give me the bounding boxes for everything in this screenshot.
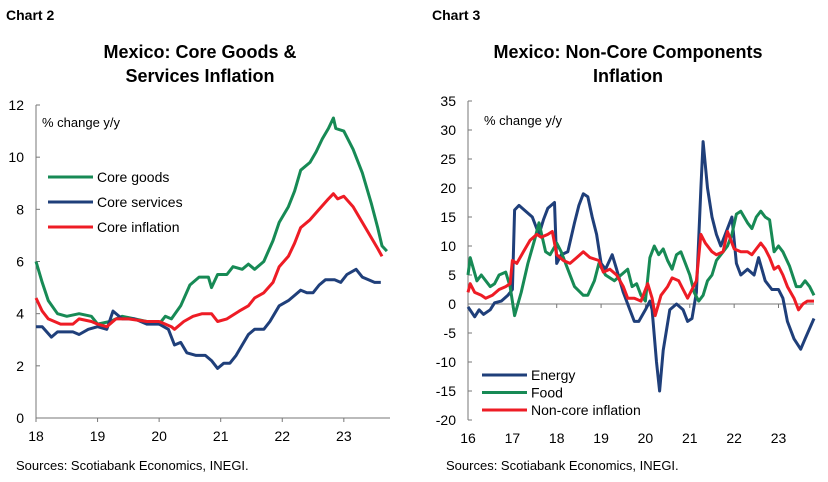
x-tick-label: 18 bbox=[549, 430, 565, 446]
y-tick-label: -5 bbox=[444, 325, 457, 341]
legend-label: Core inflation bbox=[97, 219, 180, 235]
x-tick-label: 20 bbox=[151, 428, 167, 444]
y-tick-label: 0 bbox=[16, 410, 24, 426]
source-note: Sources: Scotiabank Economics, INEGI. bbox=[446, 458, 679, 473]
x-tick-label: 22 bbox=[726, 430, 742, 446]
y-tick-label: 30 bbox=[440, 122, 456, 138]
unit-label: % change y/y bbox=[484, 113, 563, 128]
chart-title: Mexico: Core Goods & bbox=[103, 42, 296, 62]
y-tick-label: -10 bbox=[436, 354, 456, 370]
x-tick-label: 22 bbox=[274, 428, 290, 444]
chart-3: Chart 3 Mexico: Non-Core Components Inflat… bbox=[432, 7, 816, 473]
source-note: Sources: Scotiabank Economics, INEGI. bbox=[16, 458, 249, 473]
y-tick-label: 5 bbox=[448, 267, 456, 283]
x-tick-label: 20 bbox=[638, 430, 654, 446]
series-line-non-core-inflation bbox=[466, 230, 814, 318]
chart-title: Mexico: Non-Core Components bbox=[493, 42, 762, 62]
y-tick-label: 12 bbox=[8, 97, 24, 113]
series-line-food bbox=[466, 209, 816, 318]
y-tick-label: 6 bbox=[16, 254, 24, 270]
x-tick-label: 23 bbox=[771, 430, 787, 446]
x-tick-label: 17 bbox=[505, 430, 521, 446]
x-tick-label: 21 bbox=[213, 428, 229, 444]
x-tick-label: 21 bbox=[682, 430, 698, 446]
chart-2: Chart 2 Mexico: Core Goods & Services Infl… bbox=[6, 7, 390, 473]
series-line-core-services bbox=[36, 267, 381, 370]
x-tick-label: 23 bbox=[336, 428, 352, 444]
y-tick-label: 35 bbox=[440, 93, 456, 109]
chart-label: Chart 2 bbox=[6, 7, 54, 23]
legend-label: Non-core inflation bbox=[531, 402, 641, 418]
y-tick-label: 20 bbox=[440, 180, 456, 196]
series-line-core-inflation bbox=[34, 192, 384, 331]
legend-label: Energy bbox=[531, 367, 575, 383]
series-line-energy bbox=[466, 140, 816, 393]
y-tick-label: -20 bbox=[436, 412, 456, 428]
legend-label: Core goods bbox=[97, 169, 169, 185]
legend-label: Food bbox=[531, 385, 563, 401]
unit-label: % change y/y bbox=[42, 115, 121, 130]
y-tick-label: 0 bbox=[448, 296, 456, 312]
y-tick-label: 8 bbox=[16, 201, 24, 217]
y-tick-label: 15 bbox=[440, 209, 456, 225]
chart-label: Chart 3 bbox=[432, 7, 480, 23]
y-tick-label: 10 bbox=[440, 238, 456, 254]
x-tick-label: 16 bbox=[460, 430, 476, 446]
chart-title: Inflation bbox=[593, 66, 663, 86]
chart-title: Services Inflation bbox=[125, 66, 274, 86]
y-tick-label: -15 bbox=[436, 383, 456, 399]
x-tick-label: 18 bbox=[28, 428, 44, 444]
series-line-core-goods bbox=[34, 116, 388, 326]
legend-label: Core services bbox=[97, 194, 183, 210]
y-tick-label: 2 bbox=[16, 358, 24, 374]
x-tick-label: 19 bbox=[593, 430, 609, 446]
y-tick-label: 4 bbox=[16, 306, 24, 322]
y-tick-label: 10 bbox=[8, 149, 24, 165]
y-tick-label: 25 bbox=[440, 151, 456, 167]
x-tick-label: 19 bbox=[90, 428, 106, 444]
